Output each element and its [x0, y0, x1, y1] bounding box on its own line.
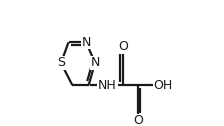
Text: S: S — [57, 56, 65, 70]
Text: O: O — [118, 40, 128, 53]
Text: O: O — [133, 114, 143, 126]
Text: N: N — [90, 56, 100, 70]
Text: OH: OH — [154, 78, 173, 92]
Text: NH: NH — [98, 78, 117, 92]
Text: N: N — [82, 36, 91, 49]
